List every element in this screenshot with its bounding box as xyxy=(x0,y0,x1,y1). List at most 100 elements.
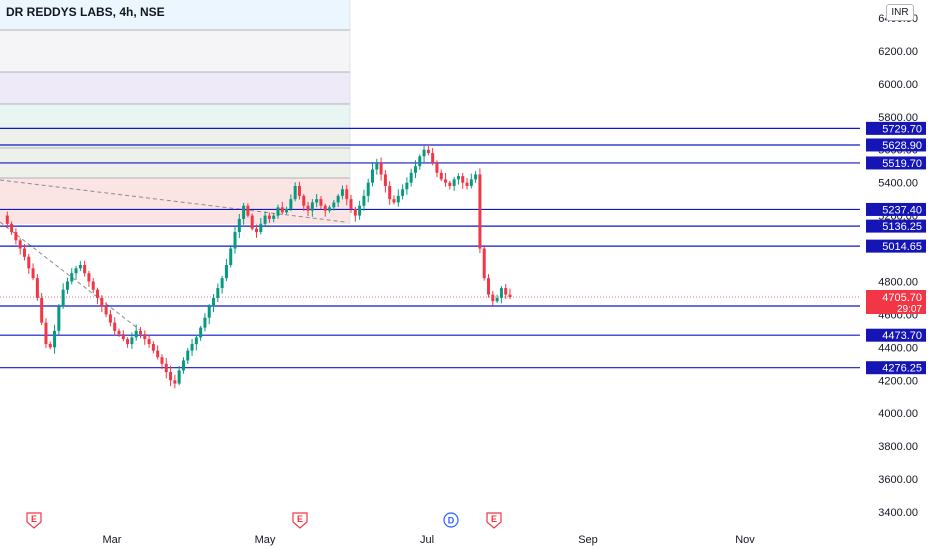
candle-body-81 xyxy=(349,199,353,210)
x-tick-label: Nov xyxy=(735,534,755,546)
candle-body-31 xyxy=(134,330,138,338)
candle-body-25 xyxy=(108,314,112,323)
candle-body-99 xyxy=(426,149,430,154)
candle-body-7 xyxy=(31,268,35,279)
candle-body-77 xyxy=(332,202,336,208)
candle-body-100 xyxy=(431,153,435,163)
candle-body-49 xyxy=(212,297,216,307)
candle-body-113 xyxy=(487,278,491,295)
candle-body-104 xyxy=(448,182,452,186)
candle-body-90 xyxy=(388,185,392,200)
candle-body-22 xyxy=(96,289,100,298)
candle-body-37 xyxy=(160,357,164,364)
candle-body-39 xyxy=(169,372,173,381)
candle-body-102 xyxy=(439,172,443,180)
candle-body-97 xyxy=(418,156,422,167)
zone-d xyxy=(0,128,350,178)
candle-body-53 xyxy=(229,248,233,265)
candle-body-67 xyxy=(289,199,293,210)
level-label-0: 5729.70 xyxy=(882,123,922,135)
candle-body-85 xyxy=(366,182,370,196)
candle-body-73 xyxy=(315,199,319,203)
candle-body-41 xyxy=(177,370,181,384)
candle-body-6 xyxy=(27,256,31,269)
candle-body-48 xyxy=(207,306,211,318)
y-axis: 3400.00 3600.00 3800.00 4000.00 4200.00 4400.… xyxy=(878,13,918,519)
candle-body-4 xyxy=(18,240,22,249)
candle-body-107 xyxy=(461,176,465,183)
y-tick-label: 4200.00 xyxy=(878,375,918,387)
candle-body-21 xyxy=(91,281,95,290)
trend-line-lower xyxy=(0,221,141,331)
candle-body-9 xyxy=(40,297,44,323)
candle-body-16 xyxy=(70,273,74,282)
level-labels: 5729.70 5628.90 5519.70 5237.40 5136.25 5014.… xyxy=(866,121,926,375)
candles xyxy=(5,144,512,389)
candle-body-13 xyxy=(57,306,61,331)
candle-body-101 xyxy=(435,162,439,173)
candle-body-45 xyxy=(194,337,198,345)
candle-body-88 xyxy=(379,162,383,175)
dividend-marker-label: D xyxy=(448,516,455,526)
level-label-bg-1 xyxy=(866,138,926,152)
earnings-marker xyxy=(486,512,502,529)
candle-body-56 xyxy=(242,205,246,219)
candle-body-57 xyxy=(246,205,250,216)
y-tick-label: 6200.00 xyxy=(878,46,918,58)
candle-body-89 xyxy=(383,174,387,186)
level-label-8: 4276.25 xyxy=(882,363,922,375)
dividend-marker xyxy=(443,512,459,528)
y-tick-label: 3400.00 xyxy=(878,507,918,519)
candle-body-1 xyxy=(5,215,9,224)
earnings-marker xyxy=(26,512,42,529)
candle-body-93 xyxy=(401,189,405,196)
candle-body-3 xyxy=(14,232,18,241)
candle-body-18 xyxy=(78,265,82,269)
candle-body-87 xyxy=(375,162,379,170)
candle-body-38 xyxy=(164,363,168,373)
candle-body-10 xyxy=(44,322,48,345)
level-label-bg-0 xyxy=(866,121,926,135)
level-label-bg-4 xyxy=(866,219,926,233)
last-price-bg xyxy=(866,289,926,314)
candle-body-117 xyxy=(504,288,508,295)
y-tick-label: 3600.00 xyxy=(878,474,918,486)
candle-body-64 xyxy=(276,207,280,216)
chart-title: DR REDDYS LABS, 4h, NSE xyxy=(6,5,165,19)
candle-body-30 xyxy=(130,337,134,345)
candle-body-24 xyxy=(104,306,108,315)
candle-body-71 xyxy=(306,205,310,211)
x-tick-label: Jul xyxy=(420,534,434,546)
candle-body-75 xyxy=(323,205,327,211)
candle-body-32 xyxy=(138,330,142,335)
candle-body-84 xyxy=(362,195,366,206)
candle-body-58 xyxy=(250,215,254,229)
candle-body-2 xyxy=(10,223,14,233)
earnings-marker xyxy=(292,512,308,529)
candle-body-34 xyxy=(147,339,151,345)
candle-body-35 xyxy=(151,344,155,351)
candle-body-76 xyxy=(328,207,332,211)
candle-body-91 xyxy=(392,199,396,203)
candle-body-82 xyxy=(353,209,357,216)
candle-body-70 xyxy=(302,195,306,206)
candle-body-20 xyxy=(87,273,91,282)
candle-body-28 xyxy=(121,334,125,340)
candle-body-36 xyxy=(156,350,160,358)
candle-body-68 xyxy=(293,185,297,200)
candle-body-72 xyxy=(310,202,314,211)
level-label-1: 5628.90 xyxy=(882,140,922,152)
candle-body-33 xyxy=(143,334,147,340)
level-label-7: 4473.70 xyxy=(882,330,922,342)
candle-body-105 xyxy=(452,179,456,186)
candle-body-92 xyxy=(396,195,400,203)
candle-body-8 xyxy=(35,278,39,298)
earnings-marker-label: E xyxy=(31,514,37,524)
level-label-5: 5014.65 xyxy=(882,241,922,253)
y-tick-label: 3800.00 xyxy=(878,441,918,453)
candle-body-40 xyxy=(173,380,177,384)
candle-body-50 xyxy=(216,288,220,298)
zones xyxy=(0,0,351,224)
currency-badge[interactable]: INR xyxy=(886,4,914,21)
